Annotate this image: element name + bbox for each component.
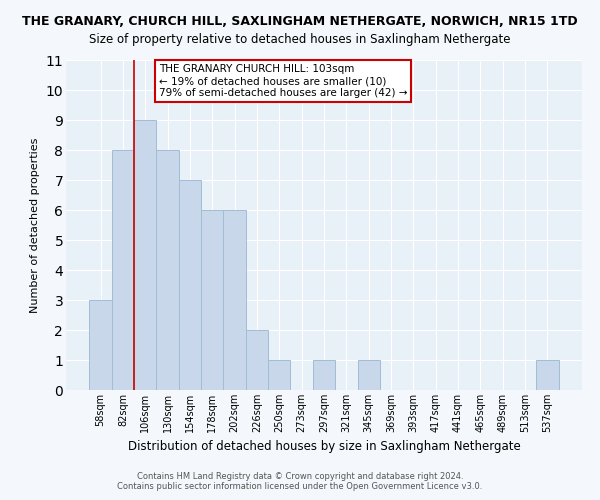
Bar — [536, 360, 559, 390]
Bar — [134, 120, 157, 390]
Text: THE GRANARY CHURCH HILL: 103sqm
← 19% of detached houses are smaller (10)
79% of: THE GRANARY CHURCH HILL: 103sqm ← 19% of… — [159, 64, 407, 98]
Bar — [157, 150, 179, 390]
Bar — [313, 360, 335, 390]
Bar — [179, 180, 201, 390]
Bar — [112, 150, 134, 390]
Text: Contains HM Land Registry data © Crown copyright and database right 2024.: Contains HM Land Registry data © Crown c… — [137, 472, 463, 481]
Bar — [268, 360, 290, 390]
Bar — [89, 300, 112, 390]
Bar — [223, 210, 246, 390]
Text: THE GRANARY, CHURCH HILL, SAXLINGHAM NETHERGATE, NORWICH, NR15 1TD: THE GRANARY, CHURCH HILL, SAXLINGHAM NET… — [22, 15, 578, 28]
X-axis label: Distribution of detached houses by size in Saxlingham Nethergate: Distribution of detached houses by size … — [128, 440, 520, 454]
Bar — [246, 330, 268, 390]
Text: Contains public sector information licensed under the Open Government Licence v3: Contains public sector information licen… — [118, 482, 482, 491]
Bar — [358, 360, 380, 390]
Y-axis label: Number of detached properties: Number of detached properties — [30, 138, 40, 312]
Bar — [201, 210, 223, 390]
Text: Size of property relative to detached houses in Saxlingham Nethergate: Size of property relative to detached ho… — [89, 32, 511, 46]
